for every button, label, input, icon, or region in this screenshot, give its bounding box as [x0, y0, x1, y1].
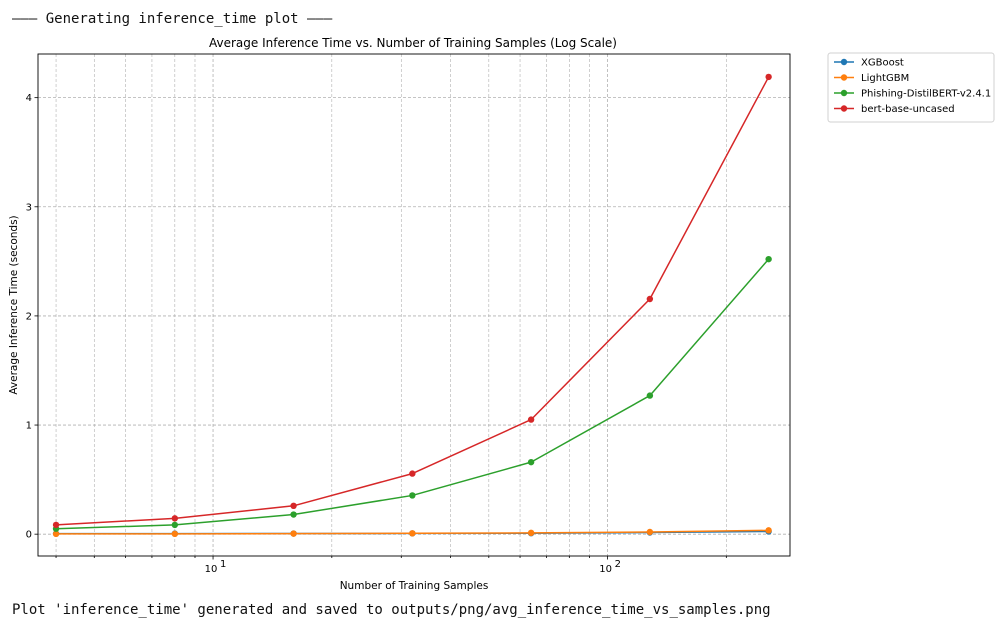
legend-marker [840, 58, 848, 66]
data-point [527, 458, 535, 466]
data-point [409, 492, 416, 499]
y-tick-label: 3 [26, 202, 32, 213]
data-point [765, 527, 772, 534]
series-line [56, 76, 770, 526]
data-point [765, 73, 772, 81]
data-point [765, 255, 772, 263]
data-point [52, 521, 60, 529]
legend-box [827, 52, 995, 123]
legend-marker [840, 89, 848, 97]
legend-label: XGBoost [861, 58, 904, 69]
chart-title: Average Inference Time vs. Number of Tra… [209, 36, 617, 50]
data-point [290, 511, 297, 518]
data-point [646, 392, 654, 399]
data-point [171, 515, 179, 522]
y-tick-label: 0 [26, 530, 32, 541]
legend-marker [840, 74, 848, 81]
x-tick-label: 10 [205, 564, 218, 575]
x-tick-label: 10 [599, 564, 612, 575]
legend: XGBoost LightGBM Phishing-DistilBERT-v2.4.… [827, 52, 995, 123]
legend-label: Phishing-DistilBERT-v2.4.1 [861, 89, 991, 100]
plot-frame [37, 53, 791, 557]
data-point [409, 470, 416, 477]
legend-marker [840, 105, 848, 112]
data-point [290, 530, 297, 537]
console-footer-line: Plot 'inference_time' generated and save… [12, 602, 771, 618]
legend-label: bert-base-uncased [861, 104, 955, 115]
series-phishing-distilbert-v2-4-1 [52, 255, 772, 532]
x-axis-label: Number of Training Samples [340, 580, 489, 592]
data-point [290, 502, 297, 509]
data-point [171, 530, 179, 538]
y-tick-label: 2 [26, 311, 32, 322]
data-point [646, 295, 654, 303]
series-line [56, 258, 770, 530]
x-tick-label-exponent: 1 [220, 559, 226, 570]
data-point [527, 416, 535, 423]
legend-label: LightGBM [861, 73, 909, 84]
y-tick-label: 1 [26, 421, 32, 432]
series-layer [52, 73, 772, 538]
grid-lines [38, 54, 790, 556]
series-bert-base-uncased [52, 73, 772, 529]
data-point [646, 528, 654, 536]
y-axis-label: Average Inference Time (seconds) [8, 215, 20, 394]
data-point [52, 530, 60, 538]
y-tick-label: 4 [26, 93, 32, 104]
data-point [409, 530, 416, 537]
data-point [527, 529, 535, 537]
x-tick-label-exponent: 2 [615, 559, 621, 570]
data-point [171, 521, 179, 529]
series-lightgbm [52, 527, 772, 538]
console-header-line: ——— Generating inference_time plot ——— [12, 11, 333, 27]
